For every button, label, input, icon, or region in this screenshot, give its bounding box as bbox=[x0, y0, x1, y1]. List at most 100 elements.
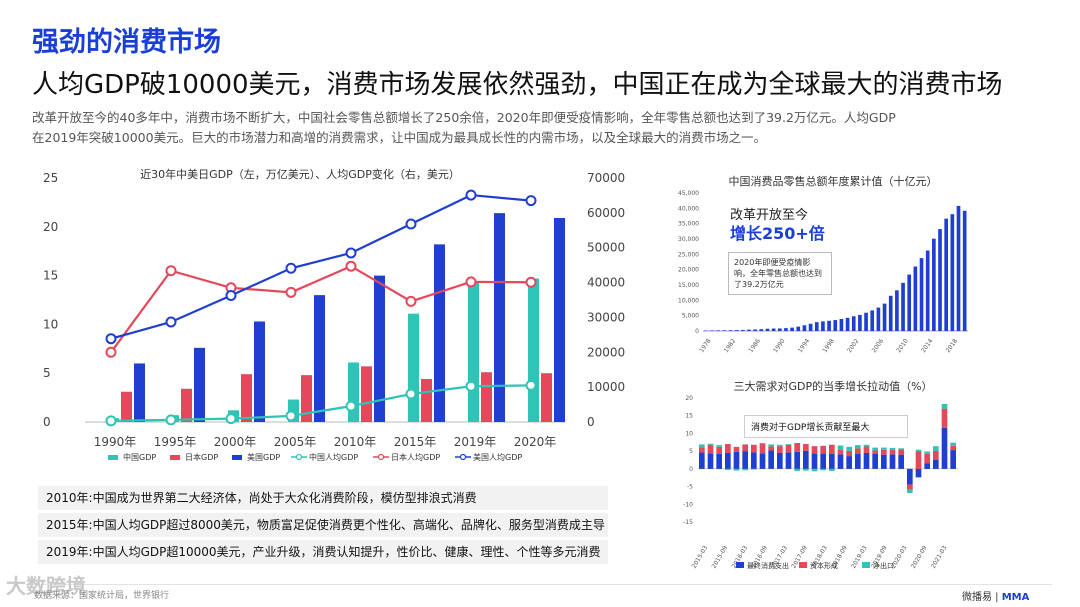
retail-bar bbox=[938, 229, 942, 331]
demand-bar-资本形成 bbox=[855, 448, 861, 454]
demand-bar-净出口 bbox=[863, 444, 870, 447]
point-日本人均GDP bbox=[345, 260, 357, 272]
gdp-combo-chart: 近30年中美日GDP（左，万亿美元）、人均GDP变化（右，美元） 0 5 10 15 2… bbox=[43, 167, 625, 462]
y2-tick-label: 70000 bbox=[587, 171, 625, 185]
retail-bar bbox=[851, 316, 856, 331]
demand-bar-资本形成 bbox=[898, 449, 904, 455]
bar-日本GDP bbox=[421, 379, 432, 422]
x-tick-label: 2015年 bbox=[394, 435, 437, 449]
demand-bar-资本形成 bbox=[759, 444, 766, 454]
demand-y-tick: 0 bbox=[689, 466, 693, 473]
retail-x-tick: 1986 bbox=[747, 337, 762, 354]
retail-bar bbox=[858, 314, 862, 331]
demand-bar-净出口 bbox=[889, 447, 896, 450]
demand-bar-净出口 bbox=[950, 442, 956, 446]
point-美国人均GDP bbox=[345, 247, 357, 259]
demand-bar-最终消费支出 bbox=[872, 453, 878, 469]
bar-日本GDP bbox=[241, 374, 252, 422]
footer-divider bbox=[28, 584, 1052, 585]
x-tick-label: 2020年 bbox=[514, 435, 557, 449]
demand-bar-最终消费支出 bbox=[898, 454, 904, 469]
point-中国人均GDP bbox=[525, 379, 537, 391]
watermark: 大数跨境 bbox=[6, 574, 86, 598]
bar-美国GDP bbox=[134, 363, 145, 422]
y-tick-label: 20 bbox=[43, 220, 58, 234]
point-美国人均GDP bbox=[465, 189, 477, 201]
demand-legend-label: 净出口 bbox=[873, 561, 894, 570]
demand-bar-最终消费支出 bbox=[933, 459, 939, 469]
retail-x-tick: 1990 bbox=[772, 337, 787, 354]
demand-bar-最终消费支出 bbox=[907, 468, 913, 485]
point-美国人均GDP bbox=[105, 333, 117, 345]
retail-bar bbox=[734, 330, 739, 331]
demand-bar-最终消费支出 bbox=[759, 453, 766, 469]
demand-y-tick: -10 bbox=[683, 501, 693, 508]
intro-text: 改革开放至今的40多年中，消费市场不断扩大，中国社会零售总额增长了250余倍，2… bbox=[32, 108, 1042, 148]
demand-bar-最终消费支出 bbox=[707, 453, 714, 469]
source-note: 数据来源：国家统计局，世界银行 bbox=[34, 591, 170, 601]
retail-x-tick: 2018 bbox=[945, 337, 960, 354]
retail-y-tick: 20,000 bbox=[678, 267, 699, 274]
bar-美国GDP bbox=[554, 218, 565, 422]
demand-bar-最终消费支出 bbox=[855, 453, 861, 469]
retail-bar bbox=[790, 327, 794, 331]
x-tick-label: 2019年 bbox=[454, 435, 497, 449]
demand-x-tick: 2020-09 bbox=[910, 544, 929, 569]
demand-bar-资本形成 bbox=[907, 484, 913, 490]
demand-bar-净出口 bbox=[759, 442, 766, 445]
demand-bar-净出口 bbox=[881, 447, 887, 450]
demand-bar-资本形成 bbox=[941, 408, 948, 428]
demand-bar-最终消费支出 bbox=[863, 452, 870, 469]
retail-bar bbox=[802, 325, 807, 331]
demand-bar-净出口 bbox=[907, 489, 913, 493]
demand-bar-资本形成 bbox=[699, 447, 705, 453]
demand-bar-资本形成 bbox=[881, 449, 887, 455]
bar-美国GDP bbox=[314, 295, 325, 422]
demand-legend-label: 资本形成 bbox=[810, 561, 838, 570]
demand-bar-资本形成 bbox=[777, 446, 783, 453]
demand-y-tick: 10 bbox=[685, 430, 693, 437]
legend-label: 日本GDP bbox=[185, 452, 218, 462]
demand-bar-资本形成 bbox=[707, 444, 714, 454]
demand-bar-最终消费支出 bbox=[777, 452, 783, 469]
demand-bar-资本形成 bbox=[742, 444, 748, 452]
retail-y-tick: 5,000 bbox=[682, 313, 699, 320]
demand-bar-资本形成 bbox=[829, 444, 835, 454]
demand-bar-最终消费支出 bbox=[803, 450, 809, 469]
demand-bar-资本形成 bbox=[863, 446, 870, 453]
demand-bar-资本形成 bbox=[794, 442, 800, 452]
demand-chart-title: 三大需求对GDP的当季增长拉动值（%） bbox=[733, 379, 932, 393]
retail-y-tick: 15,000 bbox=[678, 282, 699, 289]
point-美国人均GDP bbox=[405, 218, 417, 230]
demand-bar-最终消费支出 bbox=[924, 463, 930, 469]
demand-bar-净出口 bbox=[707, 443, 714, 445]
legend-label: 美国GDP bbox=[247, 452, 280, 462]
demand-bar-最终消费支出 bbox=[751, 452, 757, 469]
retail-bar bbox=[956, 205, 961, 331]
demand-bar-最终消费支出 bbox=[794, 451, 800, 469]
bar-日本GDP bbox=[541, 373, 552, 422]
retail-bar bbox=[777, 328, 782, 331]
legend-label: 中国GDP bbox=[123, 452, 156, 462]
x-tick-label: 1995年 bbox=[154, 435, 197, 449]
retail-x-tick: 2002 bbox=[846, 337, 861, 354]
bar-中国GDP bbox=[408, 313, 419, 422]
demand-bar-最终消费支出 bbox=[699, 452, 705, 469]
retail-callout-value: 增长250+倍 bbox=[730, 224, 825, 243]
point-美国人均GDP bbox=[525, 195, 537, 207]
legend-label: 美国人均GDP bbox=[473, 452, 522, 462]
y-tick-label: 25 bbox=[43, 171, 58, 185]
demand-bar-最终消费支出 bbox=[846, 456, 852, 469]
retail-bar bbox=[753, 329, 757, 331]
demand-bar-资本形成 bbox=[803, 444, 809, 451]
retail-bar bbox=[925, 250, 930, 331]
bar-美国GDP bbox=[374, 275, 385, 422]
x-tick-label: 1990年 bbox=[94, 435, 137, 449]
demand-bar-净出口 bbox=[716, 445, 722, 447]
demand-bar-最终消费支出 bbox=[811, 453, 818, 469]
demand-bar-净出口 bbox=[941, 404, 948, 409]
demand-bar-净出口 bbox=[898, 448, 904, 450]
line-美国人均GDP bbox=[110, 193, 532, 340]
retail-bar bbox=[796, 326, 801, 331]
bar-美国GDP bbox=[434, 244, 445, 422]
